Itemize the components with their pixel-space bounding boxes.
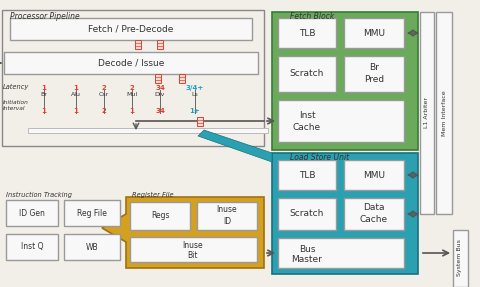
Bar (344, 18, 404, 48)
Bar (6, 234, 58, 260)
Text: 34: 34 (155, 108, 165, 114)
Text: 34: 34 (155, 85, 165, 91)
Text: Br: Br (369, 63, 379, 73)
Text: Inst Q: Inst Q (21, 243, 43, 251)
Bar (278, 18, 336, 48)
Text: Csr: Csr (99, 92, 109, 97)
Bar (6, 200, 58, 226)
Text: Mul: Mul (126, 92, 138, 97)
Bar (436, 12, 452, 214)
Text: Load Store Unit: Load Store Unit (290, 153, 349, 162)
Bar (179, 74, 185, 83)
Text: Processor Pipeline: Processor Pipeline (10, 12, 80, 21)
Text: Mem Interface: Mem Interface (442, 90, 446, 136)
Text: 2: 2 (102, 85, 107, 91)
Text: 2: 2 (102, 108, 107, 114)
Text: ID Gen: ID Gen (19, 208, 45, 218)
Text: System Bus: System Bus (457, 240, 463, 276)
Bar (344, 160, 404, 190)
Text: 2: 2 (130, 85, 134, 91)
Text: 1: 1 (73, 108, 78, 114)
Text: Bit: Bit (188, 251, 198, 261)
Bar (278, 238, 404, 268)
Bar (64, 234, 120, 260)
Text: Inst: Inst (299, 110, 315, 119)
Text: Scratch: Scratch (290, 69, 324, 79)
Bar (130, 202, 190, 230)
Bar (453, 230, 468, 287)
Bar (197, 202, 257, 230)
Text: Initiation
Interval: Initiation Interval (3, 100, 29, 111)
Text: MMU: MMU (363, 28, 385, 38)
Polygon shape (272, 12, 418, 150)
Bar (135, 40, 141, 49)
Text: Alu: Alu (71, 92, 81, 97)
Polygon shape (102, 197, 264, 268)
Bar (420, 12, 434, 214)
Bar (130, 237, 257, 262)
Polygon shape (272, 153, 418, 274)
Text: TLB: TLB (299, 28, 315, 38)
Text: Inuse: Inuse (216, 205, 237, 214)
Text: Pred: Pred (364, 75, 384, 84)
Text: 3/4+: 3/4+ (186, 85, 204, 91)
Bar (10, 18, 252, 40)
Text: Ls: Ls (192, 92, 198, 97)
Text: WB: WB (86, 243, 98, 251)
Text: 1: 1 (73, 85, 78, 91)
Text: Cache: Cache (293, 123, 321, 133)
Bar (278, 100, 404, 142)
Text: 1+: 1+ (190, 108, 200, 114)
Text: 1: 1 (130, 108, 134, 114)
Bar (155, 74, 161, 83)
Text: Regs: Regs (151, 212, 169, 220)
Text: Fetch / Pre-Decode: Fetch / Pre-Decode (88, 24, 174, 34)
Bar (4, 52, 258, 74)
Text: MMU: MMU (363, 170, 385, 179)
Text: 1: 1 (42, 85, 47, 91)
Bar (344, 56, 404, 92)
Text: L1 Arbiter: L1 Arbiter (424, 98, 430, 129)
Text: ID: ID (223, 218, 231, 226)
Bar (278, 198, 336, 230)
Bar (64, 200, 120, 226)
Text: Fetch Block: Fetch Block (290, 12, 334, 21)
Text: Br: Br (41, 92, 48, 97)
Text: Latency: Latency (3, 84, 29, 90)
Bar (197, 117, 203, 126)
Text: Inuse: Inuse (183, 241, 204, 249)
Text: Decode / Issue: Decode / Issue (98, 59, 164, 67)
Text: Reg File: Reg File (77, 208, 107, 218)
Text: Cache: Cache (360, 216, 388, 224)
Text: Div: Div (155, 92, 165, 97)
Text: Register File: Register File (132, 192, 174, 198)
Bar (344, 198, 404, 230)
Bar (2, 10, 264, 146)
Text: TLB: TLB (299, 170, 315, 179)
Text: Bus: Bus (299, 245, 315, 253)
Polygon shape (198, 130, 272, 162)
Bar (157, 40, 163, 49)
Text: 1: 1 (42, 108, 47, 114)
Bar (278, 56, 336, 92)
Text: Data: Data (363, 203, 385, 212)
Text: Master: Master (291, 255, 323, 265)
Bar (278, 160, 336, 190)
Text: Scratch: Scratch (290, 210, 324, 218)
Text: Instruction Tracking: Instruction Tracking (6, 192, 72, 198)
Bar (28, 128, 268, 133)
